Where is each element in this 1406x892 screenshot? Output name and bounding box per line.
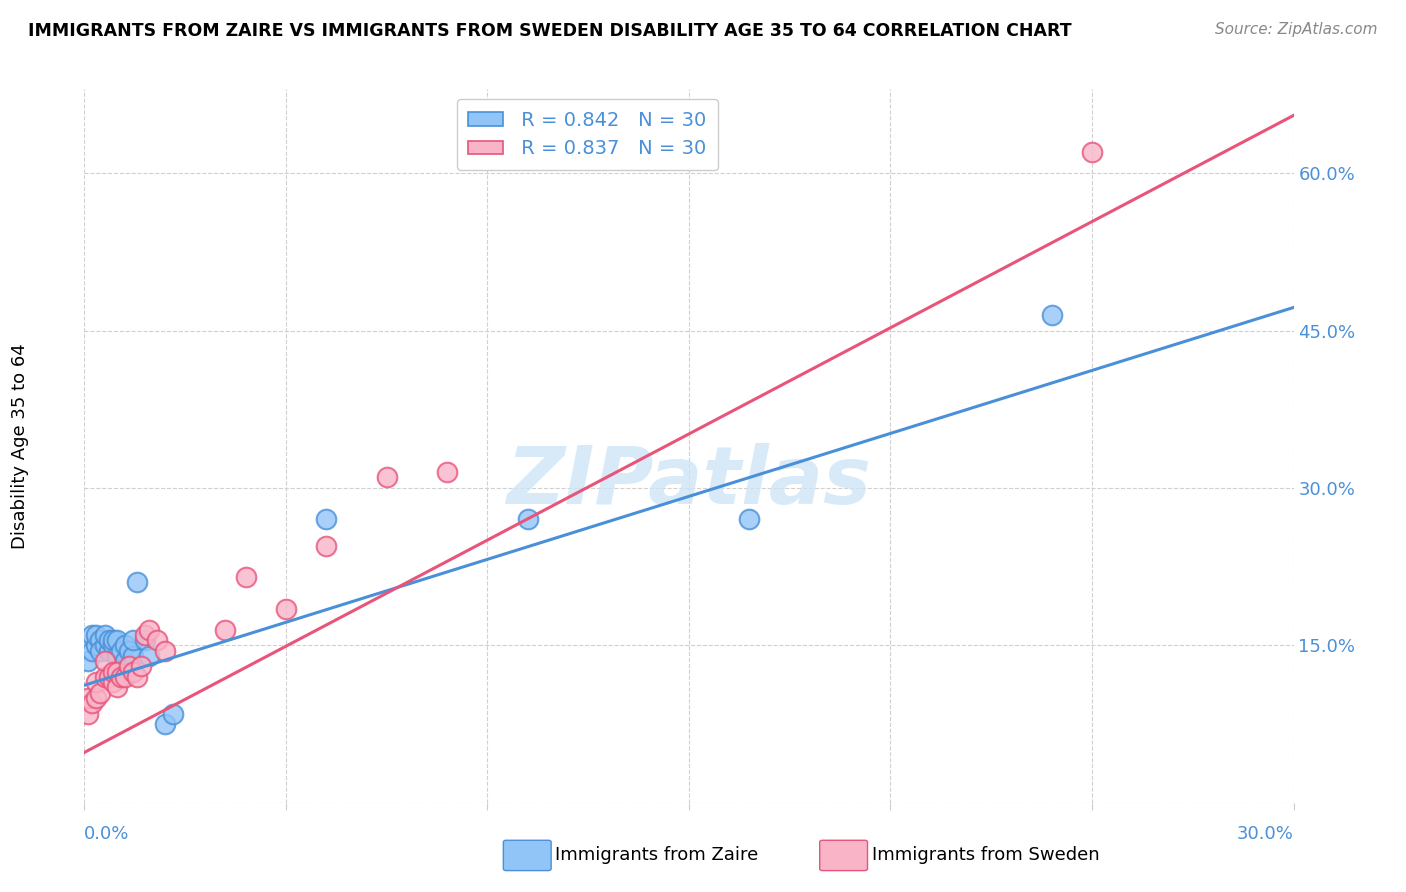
Point [121, 665, 143, 679]
Point [125, 575, 148, 590]
Point [1040, 308, 1063, 322]
Point [153, 643, 176, 657]
Point [153, 717, 176, 731]
Point [110, 670, 132, 684]
Point [82, 643, 104, 657]
Point [114, 670, 136, 684]
Point [129, 659, 152, 673]
Point [1081, 145, 1104, 160]
Point [101, 633, 124, 648]
Point [114, 639, 136, 653]
Point [89, 633, 111, 648]
Text: Immigrants from Zaire: Immigrants from Zaire [555, 847, 759, 864]
Point [82, 696, 104, 710]
Point [101, 639, 124, 653]
Point [114, 654, 136, 668]
Point [93, 639, 115, 653]
Point [134, 633, 156, 648]
Point [105, 681, 128, 695]
Point [105, 665, 128, 679]
Text: ZIPatlas: ZIPatlas [506, 442, 872, 521]
Point [86, 639, 108, 653]
Point [134, 628, 156, 642]
Point [93, 670, 115, 684]
Y-axis label: Disability Age 35 to 64: Disability Age 35 to 64 [11, 343, 28, 549]
Point [89, 685, 111, 699]
Text: Source: ZipAtlas.com: Source: ZipAtlas.com [1215, 22, 1378, 37]
Point [86, 690, 108, 705]
Point [118, 643, 141, 657]
Point [101, 675, 124, 690]
Point [77, 690, 100, 705]
Point [82, 628, 104, 642]
Point [738, 512, 761, 526]
Point [516, 512, 538, 526]
Point [110, 643, 132, 657]
Point [86, 628, 108, 642]
Point [125, 670, 148, 684]
Point [162, 706, 184, 721]
Text: Immigrants from Sweden: Immigrants from Sweden [872, 847, 1099, 864]
Legend:  R = 0.842   N = 30,  R = 0.837   N = 30: R = 0.842 N = 30, R = 0.837 N = 30 [457, 99, 718, 170]
Text: 30.0%: 30.0% [1237, 825, 1294, 843]
Text: IMMIGRANTS FROM ZAIRE VS IMMIGRANTS FROM SWEDEN DISABILITY AGE 35 TO 64 CORRELAT: IMMIGRANTS FROM ZAIRE VS IMMIGRANTS FROM… [28, 22, 1071, 40]
Point [77, 706, 100, 721]
Point [214, 623, 236, 637]
Point [97, 633, 120, 648]
Point [105, 648, 128, 663]
Point [97, 670, 120, 684]
Point [138, 623, 160, 637]
Point [121, 648, 143, 663]
Point [274, 601, 297, 615]
Point [121, 633, 143, 648]
Point [375, 470, 398, 484]
Text: 0.0%: 0.0% [84, 825, 129, 843]
Point [93, 654, 115, 668]
Point [105, 633, 128, 648]
Point [97, 643, 120, 657]
Point [315, 512, 337, 526]
Point [118, 659, 141, 673]
Point [146, 633, 169, 648]
Point [101, 665, 124, 679]
Point [93, 628, 115, 642]
Point [235, 570, 257, 584]
Point [315, 539, 337, 553]
Point [89, 643, 111, 657]
Point [436, 465, 458, 479]
Point [86, 675, 108, 690]
Point [138, 648, 160, 663]
Point [77, 654, 100, 668]
